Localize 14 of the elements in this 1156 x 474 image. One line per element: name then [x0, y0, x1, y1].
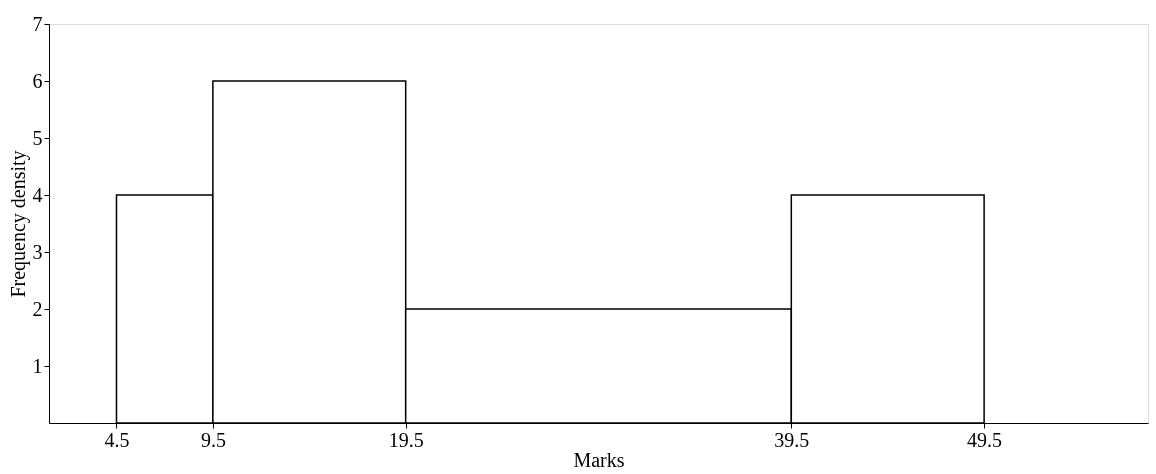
y-tick-label: 3: [32, 240, 43, 263]
y-axis-title: Frequency density: [6, 150, 30, 298]
y-tick-label: 1: [32, 354, 43, 377]
x-axis-title: Marks: [573, 448, 625, 471]
x-tick-label: 9.5: [200, 428, 226, 451]
x-tick-label: 4.5: [104, 428, 130, 451]
x-tick-label: 19.5: [388, 428, 424, 451]
y-tick-label: 4: [32, 183, 43, 206]
x-tick-label: 39.5: [774, 428, 810, 451]
y-tick-label: 2: [32, 297, 43, 320]
x-tick-label: 49.5: [967, 428, 1003, 451]
y-tick-label: 6: [32, 69, 43, 92]
y-tick-label: 5: [32, 126, 43, 149]
y-tick-label: 7: [32, 12, 43, 35]
